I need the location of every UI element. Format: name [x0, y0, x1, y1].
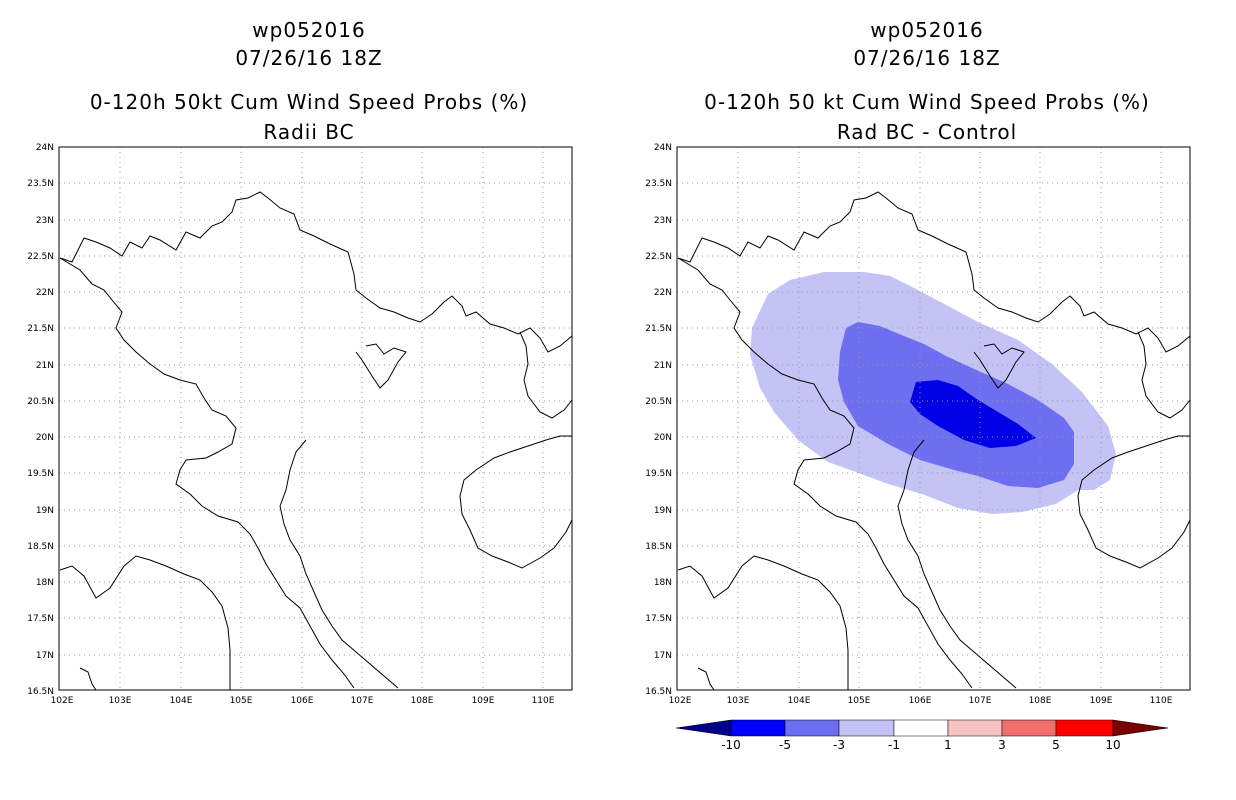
lat-tick: 21N: [654, 361, 672, 371]
lat-tick: 19N: [654, 506, 672, 516]
lat-tick: 21.5N: [645, 324, 672, 334]
lon-tick: 110E: [1150, 696, 1173, 706]
lat-tick: 19N: [36, 506, 54, 516]
lat-tick: 20N: [36, 433, 54, 443]
lon-tick: 102E: [51, 696, 74, 706]
colorbar-segment: [784, 719, 840, 737]
lon-axis: 102E 103E 104E 105E 106E 107E 108E 109E …: [51, 696, 555, 706]
lon-tick: 109E: [472, 696, 495, 706]
lat-tick: 19.5N: [27, 469, 54, 479]
lat-tick: 16.5N: [27, 687, 54, 697]
storm-id-title: wp052016: [870, 18, 984, 42]
datetime-title: 07/26/16 18Z: [853, 46, 1001, 70]
lat-tick: 23N: [36, 216, 54, 226]
lat-tick: 23.5N: [27, 179, 54, 189]
lon-tick: 103E: [727, 696, 750, 706]
probability-shading: [750, 272, 1116, 514]
lat-tick: 19.5N: [645, 469, 672, 479]
lon-tick: 104E: [170, 696, 193, 706]
lon-tick: 108E: [1029, 696, 1052, 706]
lat-tick: 17.5N: [645, 614, 672, 624]
lat-tick: 20.5N: [27, 397, 54, 407]
lon-tick: 106E: [909, 696, 932, 706]
grid-lines: [59, 147, 572, 690]
panel-radii-bc: wp052016 07/26/16 18Z 0-120h 50kt Cum Wi…: [27, 18, 573, 706]
lon-tick: 105E: [230, 696, 253, 706]
storm-id-title: wp052016: [252, 18, 366, 42]
subtitle: Rad BC - Control: [836, 120, 1018, 144]
colorbar-segment: [1055, 719, 1114, 737]
lon-tick: 109E: [1090, 696, 1113, 706]
subtitle: Radii BC: [263, 120, 355, 144]
lon-tick: 103E: [109, 696, 132, 706]
lat-tick: 20N: [654, 433, 672, 443]
lat-tick: 23N: [654, 216, 672, 226]
colorbar-segment: [893, 719, 949, 737]
map-frame: [58, 146, 573, 691]
colorbar-segment: [838, 719, 895, 737]
lat-tick: 18.5N: [27, 542, 54, 552]
colorbar-label: -3: [833, 738, 845, 752]
lat-axis: 24N 23.5N 23N 22.5N 22N 21.5N 21N 20.5N …: [27, 143, 54, 697]
lat-tick: 18.5N: [645, 542, 672, 552]
shade-below-minus-5: [910, 380, 1036, 448]
colorbar-segment: [730, 719, 786, 737]
lat-tick: 22.5N: [27, 252, 54, 262]
lon-tick: 110E: [532, 696, 555, 706]
lat-tick: 18N: [654, 578, 672, 588]
colorbar-segment-left-arrow: [675, 719, 732, 737]
lat-tick: 22.5N: [645, 252, 672, 262]
colorbar-segment: [947, 719, 1003, 737]
map-right: 24N 23.5N 23N 22.5N 22N 21.5N 21N 20.5N …: [645, 143, 1191, 752]
colorbar-label: 3: [998, 738, 1006, 752]
colorbar-label: -10: [721, 738, 741, 752]
colorbar-label: 10: [1105, 738, 1120, 752]
lon-tick: 108E: [411, 696, 434, 706]
coastlines-borders: [59, 191, 573, 691]
map-frame: [676, 146, 1191, 691]
lat-tick: 22N: [654, 288, 672, 298]
lat-tick: 22N: [36, 288, 54, 298]
lon-tick: 107E: [351, 696, 374, 706]
colorbar: -10 -5 -3 -1 1 3 5 10: [675, 719, 1169, 752]
lat-tick: 18N: [36, 578, 54, 588]
colorbar-label: -5: [779, 738, 791, 752]
lat-tick: 23.5N: [645, 179, 672, 189]
lon-tick: 105E: [848, 696, 871, 706]
colorbar-label: 1: [944, 738, 952, 752]
colorbar-segment-right-arrow: [1112, 719, 1169, 737]
coastlines-borders: [677, 191, 1191, 691]
lon-tick: 104E: [788, 696, 811, 706]
lon-tick: 107E: [969, 696, 992, 706]
product-title: 0-120h 50kt Cum Wind Speed Probs (%): [89, 90, 529, 114]
lat-tick: 17.5N: [27, 614, 54, 624]
lon-tick: 106E: [291, 696, 314, 706]
colorbar-segment: [1001, 719, 1057, 737]
lat-tick: 17N: [654, 651, 672, 661]
lat-tick: 20.5N: [645, 397, 672, 407]
lat-axis: 24N 23.5N 23N 22.5N 22N 21.5N 21N 20.5N …: [645, 143, 672, 697]
colorbar-label: -1: [888, 738, 900, 752]
lat-tick: 16.5N: [645, 687, 672, 697]
lat-tick: 24N: [36, 143, 54, 153]
colorbar-label: 5: [1052, 738, 1060, 752]
lon-tick: 102E: [669, 696, 692, 706]
lat-tick: 24N: [654, 143, 672, 153]
lat-tick: 21N: [36, 361, 54, 371]
map-left: 24N 23.5N 23N 22.5N 22N 21.5N 21N 20.5N …: [27, 143, 573, 706]
datetime-title: 07/26/16 18Z: [235, 46, 383, 70]
lon-axis: 102E 103E 104E 105E 106E 107E 108E 109E …: [669, 696, 1173, 706]
lat-tick: 21.5N: [27, 324, 54, 334]
lat-tick: 17N: [36, 651, 54, 661]
panel-rad-bc-control: wp052016 07/26/16 18Z 0-120h 50 kt Cum W…: [618, 0, 1236, 800]
product-title: 0-120h 50 kt Cum Wind Speed Probs (%): [704, 90, 1150, 114]
grid-lines: [677, 147, 1190, 690]
